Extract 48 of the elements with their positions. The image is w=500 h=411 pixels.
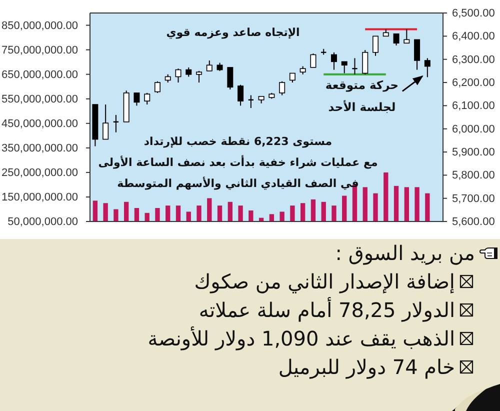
candlestick xyxy=(238,84,244,106)
annotation: الإتجاه صاعد وعزمه قوي xyxy=(166,26,300,39)
y2-tick-label: 6,200.00 xyxy=(452,77,495,90)
candlestick xyxy=(404,28,410,44)
candlestick xyxy=(330,52,337,70)
candlestick xyxy=(393,33,400,46)
y2-tick-label: 5,800.00 xyxy=(452,170,495,182)
text: من بريد السوق : xyxy=(335,241,475,265)
candlestick xyxy=(206,60,212,72)
candlestick xyxy=(144,92,150,106)
y2-tick-label: 6,000.00 xyxy=(452,123,495,136)
y-tick-label: 250,000,000.00 xyxy=(2,166,78,179)
candlestick xyxy=(102,104,109,140)
y-tick-label: 650,000,000.00 xyxy=(2,68,78,81)
text: الذهب يقف عند 1,090 دولار للأونصة xyxy=(148,326,455,350)
y2-tick-label: 6,300.00 xyxy=(452,54,495,66)
y-tick-label: 850,000,000.00 xyxy=(2,20,78,32)
y2-tick-label: 5,900.00 xyxy=(452,146,495,159)
candlestick xyxy=(341,61,348,74)
candlestick xyxy=(196,70,202,83)
text: خام 74 دولار للبرميل xyxy=(278,355,455,379)
candlestick xyxy=(175,68,182,83)
candlestick xyxy=(134,92,140,106)
candlestick xyxy=(414,39,420,70)
candlestick xyxy=(186,66,192,78)
y-tick-label: 750,000,000.00 xyxy=(2,44,78,56)
candlestick xyxy=(227,66,234,90)
y-tick-label: 50,000,000.00 xyxy=(8,216,78,228)
y2-tick-label: 5,600.00 xyxy=(452,216,495,228)
candlestick xyxy=(372,36,379,56)
y-tick-label: 350,000,000.00 xyxy=(2,142,78,154)
annotation: حركة متوقعة لجلسة الأحد xyxy=(325,78,399,114)
y2-tick-label: 5,700.00 xyxy=(452,192,495,205)
text: إضافة الإصدار الثاني من صكوك xyxy=(194,270,455,294)
candlestick xyxy=(289,72,296,83)
y2-tick-label: 6,500.00 xyxy=(452,8,495,20)
candlestick xyxy=(424,58,430,78)
candlestick xyxy=(310,53,316,68)
y2-tick-label: 6,100.00 xyxy=(452,100,495,112)
candlestick xyxy=(279,80,286,96)
y-tick-label: 150,000,000.00 xyxy=(2,191,78,204)
candlestick xyxy=(362,50,368,75)
annotation: مستوى 6,223 نقطة خصب للإرتداد مع عمليات شراء خفية بدأت بعد نصف الساعة الأولى في الصف القيادي الثاني والأسهم المتوسطة xyxy=(98,135,378,190)
candlestick xyxy=(154,80,160,94)
y-tick-label: 450,000,000.00 xyxy=(2,118,78,130)
y2-tick-label: 6,400.00 xyxy=(452,30,495,43)
y-tick-label: 550,000,000.00 xyxy=(2,93,78,106)
text: الدولار 78,25 أمام سلة عملاته xyxy=(198,297,455,322)
